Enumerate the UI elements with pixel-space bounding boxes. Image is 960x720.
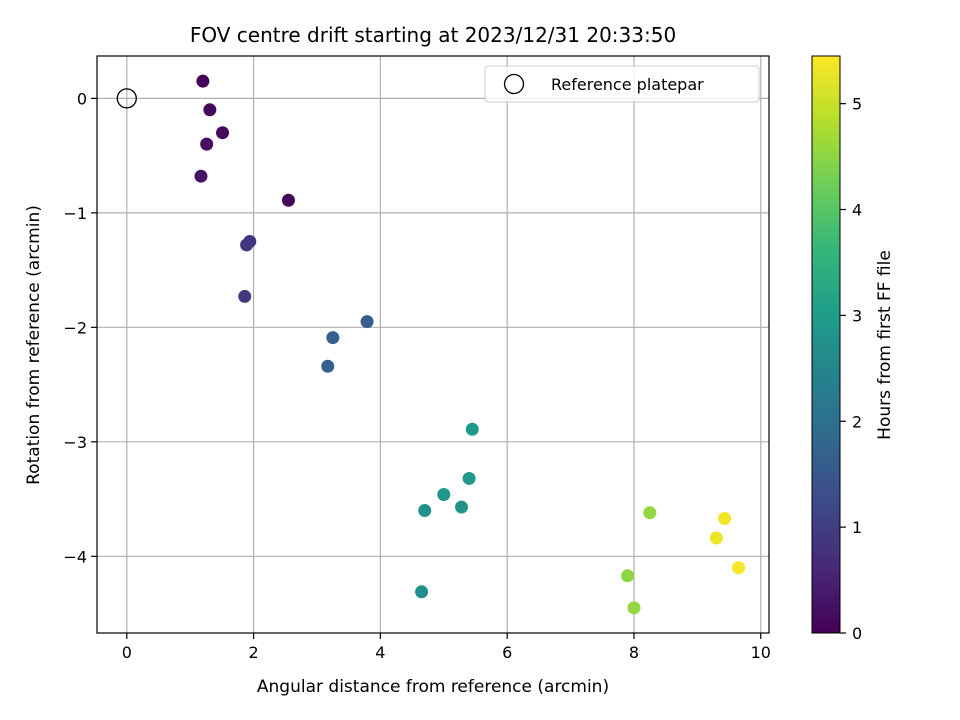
data-points — [194, 74, 746, 615]
legend: Reference platepar — [484, 65, 760, 103]
data-point — [455, 500, 469, 514]
data-point — [200, 137, 214, 151]
colorbar-tick-label: 4 — [852, 201, 862, 220]
reference-platepar-marker — [116, 88, 137, 109]
data-point — [621, 569, 635, 583]
reference-layer — [116, 88, 137, 109]
data-point — [732, 561, 746, 575]
y-tick-label: −3 — [63, 433, 87, 452]
colorbar-tick-label: 0 — [852, 624, 862, 643]
data-point — [326, 331, 340, 345]
x-axis-label: Angular distance from reference (arcmin) — [257, 677, 609, 697]
colorbar: 0 1 2 3 4 5 Hours from first FF file — [811, 55, 895, 643]
data-point — [415, 585, 429, 599]
colorbar-tick-label: 5 — [852, 95, 862, 114]
data-point — [418, 504, 432, 518]
legend-box — [484, 65, 760, 103]
x-tick-label: 4 — [375, 643, 385, 662]
data-point — [216, 126, 230, 140]
y-axis-label: Rotation from reference (arcmin) — [24, 205, 44, 485]
colorbar-tick-label: 2 — [852, 412, 862, 431]
x-tick-label: 6 — [502, 643, 512, 662]
chart-title: FOV centre drift starting at 2023/12/31 … — [190, 23, 676, 47]
y-tick-label: −4 — [63, 547, 87, 566]
colorbar-tick-label: 3 — [852, 306, 862, 325]
y-tick-label: −1 — [63, 204, 87, 223]
data-point — [194, 169, 208, 183]
data-point — [196, 74, 210, 88]
x-tick-label: 0 — [122, 643, 132, 662]
data-point — [643, 506, 657, 520]
data-point — [709, 531, 723, 545]
y-axis-ticks: 0 −1 −2 −3 −4 — [63, 89, 97, 566]
data-point — [718, 512, 732, 526]
colorbar-ticks: 0 1 2 3 4 5 — [840, 95, 862, 643]
legend-label-reference: Reference platepar — [551, 75, 704, 94]
data-point — [437, 487, 451, 501]
legend-marker-reference — [503, 73, 525, 95]
x-tick-label: 2 — [248, 643, 258, 662]
grid — [97, 56, 769, 633]
colorbar-tick-label: 1 — [852, 518, 862, 537]
x-axis-ticks: 0 2 4 6 8 10 — [122, 633, 771, 662]
data-point — [203, 103, 217, 117]
data-point — [465, 422, 479, 436]
data-point — [240, 238, 254, 252]
data-point — [281, 193, 295, 207]
data-point — [238, 289, 252, 303]
data-point — [462, 471, 476, 485]
data-point — [627, 601, 641, 615]
data-point — [360, 315, 374, 329]
colorbar-gradient — [811, 55, 841, 634]
y-tick-label: −2 — [63, 318, 87, 337]
plot-frame — [96, 55, 770, 634]
x-tick-label: 8 — [629, 643, 639, 662]
colorbar-label: Hours from first FF file — [875, 250, 895, 440]
x-tick-label: 10 — [751, 643, 771, 662]
y-tick-label: 0 — [77, 89, 87, 108]
data-point — [321, 359, 335, 373]
